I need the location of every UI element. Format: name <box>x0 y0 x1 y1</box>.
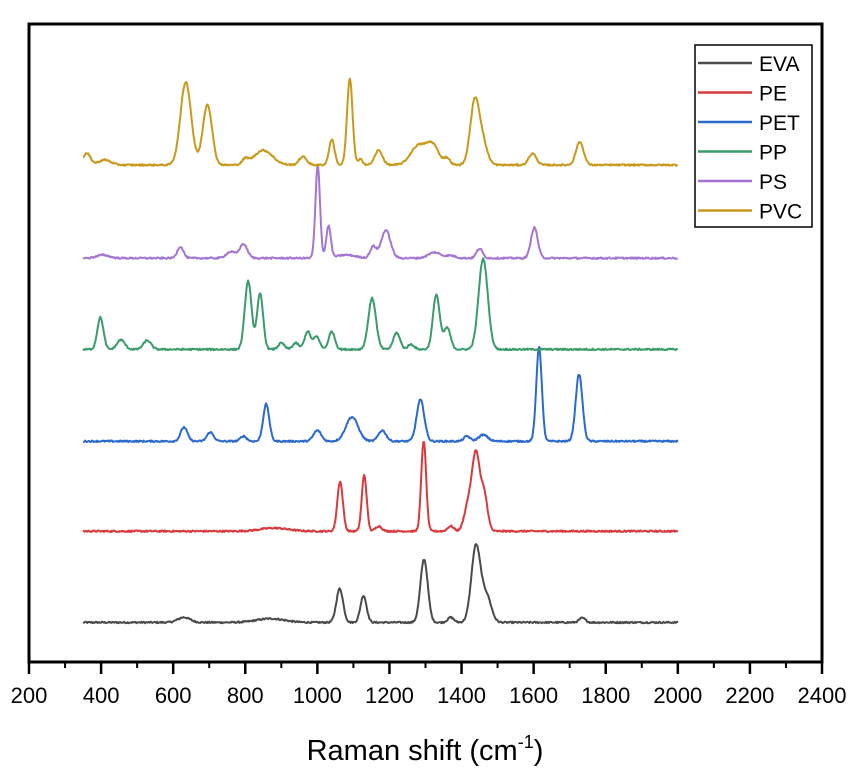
legend-label-pvc: PVC <box>759 201 802 224</box>
series-line-pe <box>82 441 679 533</box>
x-axis-title-suffix: ) <box>534 735 544 767</box>
x-tick-label: 2200 <box>725 683 774 708</box>
x-tick-label: 1200 <box>365 683 414 708</box>
x-tick-label: 1400 <box>437 683 486 708</box>
legend: EVA PE PET PP PS PVC <box>694 44 813 228</box>
x-axis-title-main: Raman shift (cm <box>307 735 518 767</box>
x-axis-title-superscript: -1 <box>518 732 534 752</box>
x-tick-label: 600 <box>155 683 192 708</box>
x-tick-label: 2000 <box>653 683 702 708</box>
series-line-pp <box>82 257 679 352</box>
legend-label-pp: PP <box>759 142 787 165</box>
x-tick-label: 200 <box>11 683 48 708</box>
series-line-eva <box>82 543 679 625</box>
x-tick-label: 1000 <box>293 683 342 708</box>
x-tick-label: 400 <box>83 683 120 708</box>
series-line-pet <box>82 345 679 444</box>
x-axis: 200 400 600 800 1000 1200 1400 1600 1800 2000 2200… <box>11 662 847 708</box>
x-axis-title: Raman shift (cm-1) <box>307 732 544 767</box>
legend-box <box>694 44 813 228</box>
series-line-ps <box>82 165 679 260</box>
legend-label-pet: PET <box>759 112 800 135</box>
x-tick-label: 1800 <box>581 683 630 708</box>
x-tick-label: 1600 <box>509 683 558 708</box>
x-tick-label: 800 <box>227 683 264 708</box>
legend-label-ps: PS <box>759 171 787 194</box>
legend-label-eva: EVA <box>759 53 799 76</box>
legend-label-pe: PE <box>759 83 787 106</box>
series-line-pvc <box>82 77 679 167</box>
x-tick-label: 2400 <box>798 683 847 708</box>
series-layer <box>82 77 679 625</box>
